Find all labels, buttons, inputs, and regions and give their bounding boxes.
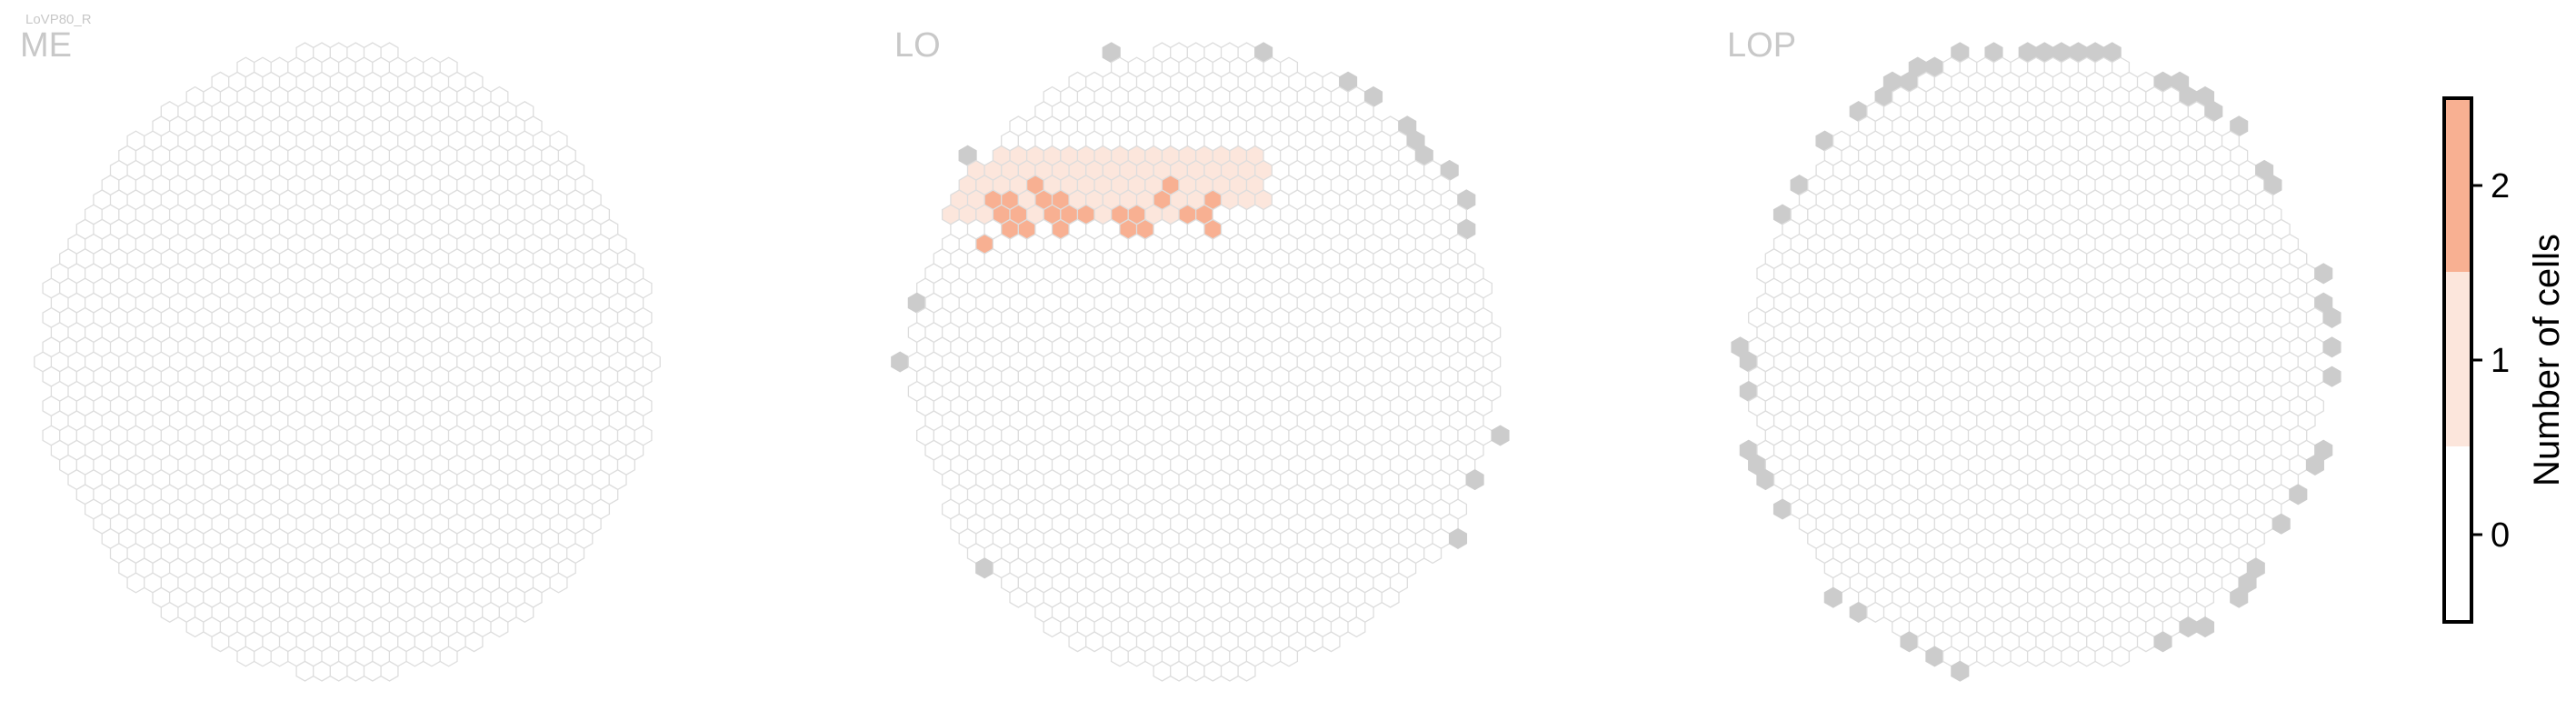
hex-column <box>211 631 230 653</box>
hex-column-out-of-map <box>2305 454 2324 476</box>
hex-column-out-of-map <box>1448 527 1468 549</box>
hex-column <box>439 646 458 667</box>
hex-column <box>1186 660 1205 682</box>
panel-title-lop: LOP <box>1727 26 1796 65</box>
hex-column <box>1423 543 1443 565</box>
hex-column <box>1381 586 1400 608</box>
hex-column <box>270 646 289 667</box>
colorbar: 2 1 0 Number of cells <box>2442 96 2567 624</box>
hex-column <box>2094 646 2113 667</box>
hex-column <box>1263 646 1282 667</box>
hex-column <box>2043 646 2062 667</box>
hex-column <box>236 646 255 667</box>
hex-column-out-of-map <box>2179 616 2198 638</box>
hex-column <box>126 572 145 594</box>
hex-column <box>1068 631 1087 653</box>
hex-column-out-of-map <box>891 351 910 373</box>
colorbar-segment-0 <box>2444 446 2471 622</box>
hex-column <box>1866 601 1885 623</box>
hex-column <box>1976 646 1995 667</box>
hex-column <box>1279 646 1299 667</box>
hex-column <box>2061 646 2080 667</box>
hex-column <box>405 646 424 667</box>
hex-column <box>380 660 399 682</box>
hex-column <box>160 601 179 623</box>
hex-column-out-of-map <box>1756 469 1775 491</box>
hex-column-out-of-map <box>2153 631 2172 653</box>
hexmap-me <box>34 42 661 682</box>
colorbar-label: Number of cells <box>2527 234 2567 486</box>
hex-column-out-of-map <box>1900 631 1919 653</box>
hex-column <box>2077 646 2096 667</box>
hex-column <box>490 616 509 638</box>
hex-column-out-of-map <box>1823 586 1842 608</box>
hex-column <box>2136 631 2155 653</box>
hex-column <box>1153 660 1172 682</box>
hex-column <box>549 572 568 594</box>
hex-column <box>2111 646 2131 667</box>
colorbar-tick-label-0: 0 <box>2491 516 2510 555</box>
hex-column-out-of-map <box>1925 646 1944 667</box>
hex-column-out-of-map <box>2322 336 2341 358</box>
hex-column-out-of-map <box>2195 616 2215 638</box>
hex-column <box>422 646 442 667</box>
hex-column <box>1170 660 1189 682</box>
hex-column <box>1203 660 1223 682</box>
hex-column <box>363 660 382 682</box>
hex-column-out-of-map <box>1951 660 1970 682</box>
hex-column-out-of-map <box>1491 425 1510 446</box>
hex-column <box>1322 631 1341 653</box>
hex-column <box>1992 646 2012 667</box>
hex-column <box>1127 646 1146 667</box>
hex-column <box>464 631 484 653</box>
colorbar-tick-label-2: 2 <box>2491 167 2510 205</box>
panel-title-lo: LO <box>894 26 941 65</box>
cell-type-label: LoVP80_R <box>25 12 92 27</box>
colorbar-tick-label-1: 1 <box>2491 342 2510 380</box>
hex-column <box>1043 616 1062 638</box>
hex-column <box>1304 631 1323 653</box>
hex-column <box>2026 646 2046 667</box>
hex-column-out-of-map <box>2230 586 2249 608</box>
hex-column-out-of-map <box>2322 366 2341 387</box>
hex-column <box>253 646 273 667</box>
hex-column-out-of-map <box>2271 513 2291 535</box>
hex-column <box>2010 646 2029 667</box>
colorbar-segment-2 <box>2444 98 2471 272</box>
hexmap-lop <box>1731 42 2341 682</box>
hex-column-out-of-map <box>1772 498 1792 520</box>
hex-column <box>313 660 332 682</box>
hex-column-out-of-map <box>1849 601 1868 623</box>
colorbar-frame <box>2442 96 2473 624</box>
hex-column <box>515 601 534 623</box>
hex-column-out-of-map <box>2289 484 2308 506</box>
hex-column-out-of-map <box>2322 306 2341 328</box>
hex-column <box>1220 660 1239 682</box>
hex-column <box>1347 616 1366 638</box>
hex-column <box>295 660 315 682</box>
hex-column <box>185 616 205 638</box>
hex-column <box>1009 586 1028 608</box>
panel-title-me: ME <box>20 26 72 65</box>
colorbar-segment-1 <box>2444 272 2471 446</box>
hexmap-lo <box>891 42 1510 682</box>
hex-column <box>346 660 365 682</box>
hex-column <box>1085 631 1104 653</box>
hex-column <box>329 660 348 682</box>
hex-column-out-of-map <box>975 557 994 579</box>
hex-column-out-of-map <box>1465 469 1484 491</box>
hex-column-out-of-map <box>2314 263 2333 285</box>
hex-column <box>1110 646 1130 667</box>
hex-column <box>1237 660 1256 682</box>
